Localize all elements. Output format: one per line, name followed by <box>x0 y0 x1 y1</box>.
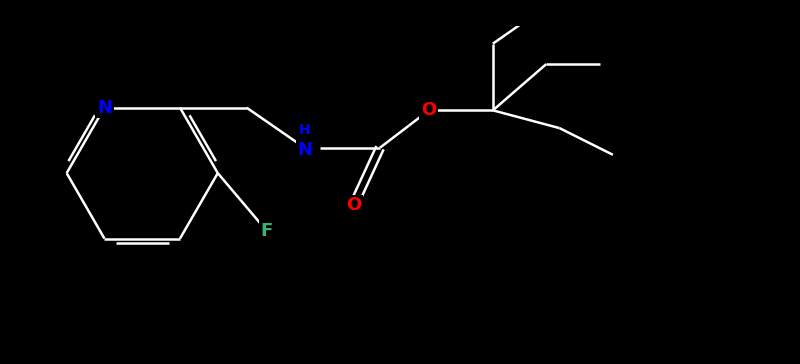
Text: O: O <box>422 101 437 119</box>
Text: O: O <box>346 197 361 214</box>
Text: N: N <box>97 99 112 117</box>
Text: F: F <box>261 222 273 240</box>
Text: H: H <box>298 123 310 137</box>
Text: N: N <box>297 141 312 159</box>
